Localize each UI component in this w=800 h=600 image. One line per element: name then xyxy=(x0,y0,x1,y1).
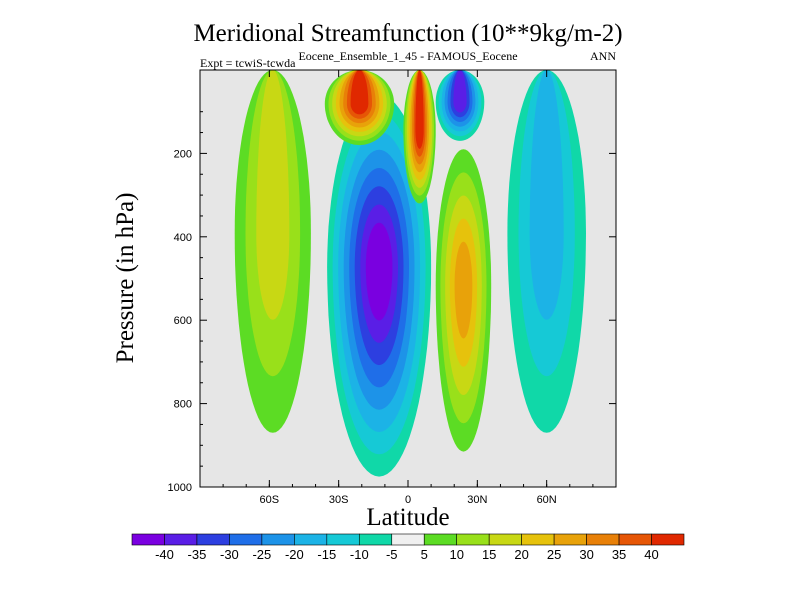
colorbar-label: -15 xyxy=(317,547,336,562)
colorbar-swatch xyxy=(488,533,522,546)
season-label: ANN xyxy=(590,49,616,63)
colorbar-label: 10 xyxy=(449,547,463,562)
y-tick-label: 1000 xyxy=(168,482,192,494)
colorbar-swatch xyxy=(164,533,198,546)
colorbar-label: 15 xyxy=(482,547,496,562)
colorbar-swatch xyxy=(391,533,425,546)
experiment-label: Expt = tcwiS-tcwda xyxy=(200,56,296,70)
colorbar-swatch xyxy=(586,533,620,546)
contour-band-upper-south-positive-cell-8 xyxy=(350,70,369,115)
colorbar-swatch xyxy=(326,533,360,546)
colorbar-swatch xyxy=(358,533,393,546)
colorbar-swatch xyxy=(456,533,490,546)
colorbar-swatch xyxy=(131,533,165,546)
colorbar-swatch xyxy=(553,533,587,546)
colorbar-labels: -40 -35 -30 -25 -20 -15 -10 -5 5 10 15 20 25 30 35 40 xyxy=(155,547,659,562)
y-axis-title: Pressure (in hPa) xyxy=(112,193,139,364)
colorbar-label: 25 xyxy=(547,547,561,562)
chart-subtitle: Eocene_Ensemble_1_45 - FAMOUS_Eocene xyxy=(298,49,517,63)
colorbar-swatch xyxy=(651,533,685,546)
colorbar-label: 20 xyxy=(514,547,528,562)
x-axis-title: Latitude xyxy=(366,504,449,531)
chart-title: Meridional Streamfunction (10**9kg/m-2) xyxy=(193,20,622,47)
x-tick-label: 30N xyxy=(467,494,487,506)
colorbar-label: -40 xyxy=(155,547,174,562)
colorbar-swatch xyxy=(261,533,295,546)
contour-band-north-outer-cell-3 xyxy=(529,70,564,320)
colorbar-swatch xyxy=(618,533,652,546)
colorbar xyxy=(131,533,685,546)
colorbar-label: -5 xyxy=(386,547,398,562)
colorbar-label: -10 xyxy=(350,547,369,562)
colorbar-label: -20 xyxy=(285,547,304,562)
contour-band-north-hadley-cell-5 xyxy=(454,241,473,339)
colorbar-swatch xyxy=(196,533,230,546)
y-tick-labels: 200 400 600 800 1000 xyxy=(168,148,192,494)
x-tick-label: 30S xyxy=(329,494,349,506)
y-tick-label: 600 xyxy=(174,315,192,327)
colorbar-label: 40 xyxy=(644,547,658,562)
colorbar-label: 30 xyxy=(579,547,593,562)
x-tick-label: 60S xyxy=(260,494,280,506)
colorbar-swatch xyxy=(521,533,555,546)
colorbar-label: -25 xyxy=(252,547,271,562)
contour-field xyxy=(234,70,586,477)
x-tick-labels: 60S 30S 0 30N 60N xyxy=(260,494,557,506)
colorbar-label: -30 xyxy=(220,547,239,562)
x-tick-label: 60N xyxy=(537,494,557,506)
y-tick-label: 800 xyxy=(174,399,192,411)
colorbar-swatch xyxy=(229,533,263,546)
contour-band-south-outer-cell-3 xyxy=(256,70,290,320)
colorbar-label: 35 xyxy=(612,547,626,562)
colorbar-label: 5 xyxy=(421,547,428,562)
y-tick-label: 200 xyxy=(174,148,192,160)
contour-band-equatorial-upper-positive-cell-8 xyxy=(415,70,424,149)
colorbar-swatch xyxy=(294,533,328,546)
y-tick-label: 400 xyxy=(174,232,192,244)
x-tick-label: 0 xyxy=(405,494,411,506)
colorbar-swatch xyxy=(423,533,458,546)
contour-band-south-hadley-cell-8 xyxy=(365,222,393,321)
colorbar-label: -35 xyxy=(188,547,207,562)
contour-band-north-upper-negative-cell-7 xyxy=(453,70,467,113)
axis-ticks xyxy=(200,70,616,488)
